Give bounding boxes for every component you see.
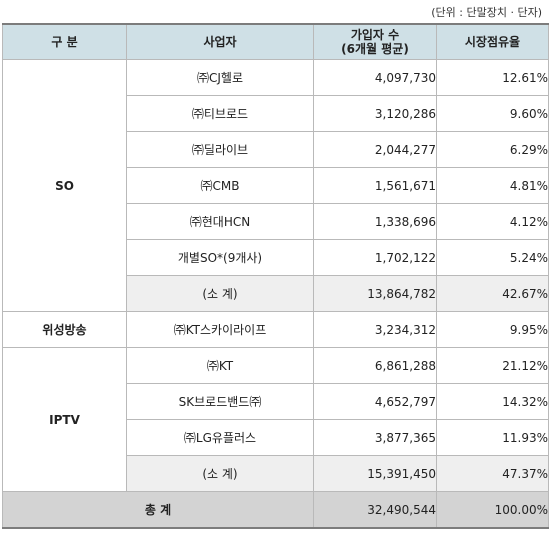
market-share-table: 구 분 사업자 가입자 수 (6개월 평균) 시장점유율 SO ㈜CJ헬로 4,… (2, 23, 549, 529)
header-share: 시장점유율 (436, 23, 549, 60)
operator-name: ㈜딜라이브 (126, 131, 314, 168)
total-row: 총 계 32,490,544 100.00% (2, 491, 549, 529)
table-row: SK브로드밴드㈜ 4,652,797 14.32% (3, 383, 549, 420)
operator-name: ㈜티브로드 (126, 95, 314, 132)
header-category: 구 분 (2, 23, 127, 60)
table-row: 개별SO*(9개사) 1,702,122 5.24% (3, 239, 549, 276)
operator-name: 개별SO*(9개사) (126, 239, 314, 276)
market-share: 11.93% (436, 419, 549, 456)
subtotal-label: (소 계) (126, 275, 314, 312)
market-share: 5.24% (436, 239, 549, 276)
operator-name: SK브로드밴드㈜ (126, 383, 314, 420)
total-label: 총 계 (2, 491, 314, 529)
operator-name: ㈜KT스카이라이프 (126, 311, 314, 348)
subtotal-row-so: (소 계) 13,864,782 42.67% (3, 275, 549, 312)
market-share: 4.12% (436, 203, 549, 240)
market-share: 4.81% (436, 167, 549, 204)
subtotal-subscribers: 13,864,782 (313, 275, 437, 312)
header-subscribers-line2: (6개월 평균) (341, 42, 409, 56)
operator-name: ㈜KT (126, 347, 314, 384)
subscriber-count: 4,652,797 (313, 383, 437, 420)
header-subscribers: 가입자 수 (6개월 평균) (313, 23, 437, 60)
operator-name: ㈜CJ헬로 (126, 59, 314, 96)
group-satellite: 위성방송 (2, 311, 127, 348)
unit-note: (단위 : 단말장치 · 단자) (431, 6, 542, 19)
operator-name: ㈜CMB (126, 167, 314, 204)
market-share: 21.12% (436, 347, 549, 384)
operator-name: ㈜LG유플러스 (126, 419, 314, 456)
market-share: 12.61% (436, 59, 549, 96)
table-row: ㈜CMB 1,561,671 4.81% (3, 167, 549, 204)
table-row: ㈜현대HCN 1,338,696 4.12% (3, 203, 549, 240)
subscriber-count: 1,561,671 (313, 167, 437, 204)
subscriber-count: 3,120,286 (313, 95, 437, 132)
subtotal-row-iptv: (소 계) 15,391,450 47.37% (3, 455, 549, 492)
header-subscribers-line1: 가입자 수 (350, 28, 400, 42)
table-row: IPTV ㈜KT 6,861,288 21.12% (2, 347, 549, 492)
market-share: 9.60% (436, 95, 549, 132)
table-row: ㈜티브로드 3,120,286 9.60% (3, 95, 549, 132)
header-operator: 사업자 (126, 23, 314, 60)
table-row: ㈜딜라이브 2,044,277 6.29% (3, 131, 549, 168)
subscriber-count: 1,702,122 (313, 239, 437, 276)
subscriber-count: 1,338,696 (313, 203, 437, 240)
subscriber-count: 6,861,288 (313, 347, 437, 384)
subtotal-share: 42.67% (436, 275, 549, 312)
total-subscribers: 32,490,544 (313, 491, 437, 529)
group-iptv: IPTV (2, 347, 127, 492)
table-row: 위성방송 ㈜KT스카이라이프 3,234,312 9.95% (2, 311, 549, 348)
market-share: 9.95% (436, 311, 549, 348)
market-share: 14.32% (436, 383, 549, 420)
subscriber-count: 3,234,312 (313, 311, 437, 348)
subscriber-count: 2,044,277 (313, 131, 437, 168)
subtotal-share: 47.37% (436, 455, 549, 492)
header-row: 구 분 사업자 가입자 수 (6개월 평균) 시장점유율 (2, 23, 549, 60)
total-share: 100.00% (436, 491, 549, 529)
subscriber-count: 3,877,365 (313, 419, 437, 456)
subscriber-count: 4,097,730 (313, 59, 437, 96)
operator-name: ㈜현대HCN (126, 203, 314, 240)
market-share: 6.29% (436, 131, 549, 168)
subtotal-subscribers: 15,391,450 (313, 455, 437, 492)
subtotal-label: (소 계) (126, 455, 314, 492)
group-so: SO (2, 59, 127, 312)
table-row: SO ㈜CJ헬로 4,097,730 12.61% (2, 59, 549, 312)
